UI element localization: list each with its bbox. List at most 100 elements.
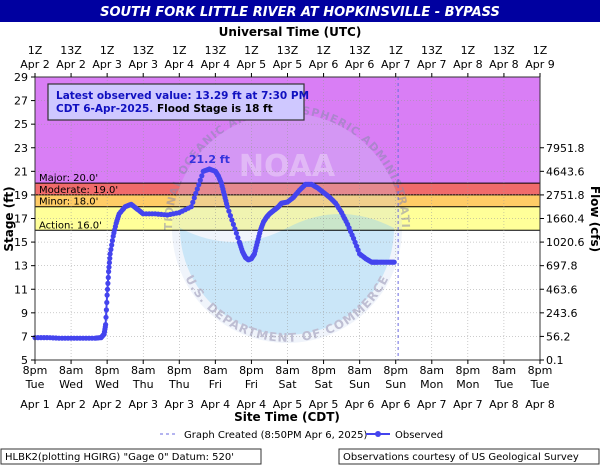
utc-tick-hour: 13Z [132, 44, 154, 57]
utc-tick-date: Apr 7 [381, 58, 411, 71]
local-tick-date: Apr 4 [237, 398, 267, 411]
local-tick-time: 8am [203, 364, 227, 377]
local-tick-day: Sun [349, 378, 370, 391]
legend-created-label: Graph Created (8:50PM Apr 6, 2025) [184, 430, 367, 441]
utc-tick-date: Apr 2 [20, 58, 50, 71]
stage-tick-label: 19 [14, 189, 28, 202]
moderate-flood-band [35, 183, 540, 195]
observed-point [229, 217, 235, 223]
flow-tick-label: 1020.6 [546, 236, 585, 249]
stage-tick-label: 9 [21, 307, 28, 320]
local-tick-time: 8am [347, 364, 371, 377]
observed-point [107, 251, 113, 257]
observed-point [226, 208, 232, 214]
utc-tick-hour: 1Z [28, 44, 43, 57]
observed-point [351, 235, 357, 242]
flow-tick-label: 697.8 [546, 260, 578, 273]
local-tick-day: Wed [95, 378, 119, 391]
stage-tick-label: 29 [14, 71, 28, 84]
local-tick-time: 8pm [528, 364, 553, 377]
local-tick-date: Apr 6 [381, 398, 411, 411]
observed-point [191, 195, 197, 201]
local-tick-day: Tue [25, 378, 45, 391]
local-tick-day: Sun [385, 378, 406, 391]
observed-point [108, 246, 114, 253]
footer-left-box [0, 448, 262, 465]
utc-tick-hour: 1Z [244, 44, 259, 57]
bottom-axis-title: Site Time (CDT) [234, 410, 340, 424]
left-axis-title: Stage (ft) [2, 186, 16, 251]
latest-value-line2: CDT 6-Apr-2025. Flood Stage is 18 ft [56, 103, 273, 115]
latest-value-line1: Latest observed value: 13.29 ft at 7:30 … [56, 90, 309, 102]
local-tick-time: 8pm [23, 364, 48, 377]
stage-tick-label: 25 [14, 118, 28, 131]
latest-value-date: CDT 6-Apr-2025. [56, 103, 153, 115]
local-tick-date: Apr 4 [201, 398, 231, 411]
observed-point [103, 307, 109, 313]
utc-tick-date: Apr 6 [345, 58, 375, 71]
footer-right: Observations courtesy of US Geological S… [343, 452, 579, 463]
local-tick-day: Thu [132, 378, 154, 391]
utc-tick-hour: 13Z [421, 44, 443, 57]
stage-tick-label: 5 [21, 354, 28, 367]
threshold-label-moderate: Moderate: 19.0' [39, 185, 118, 196]
utc-tick-hour: 1Z [533, 44, 548, 57]
utc-tick-date: Apr 3 [128, 58, 158, 71]
stage-tick-label: 7 [21, 330, 28, 343]
local-tick-day: Fri [245, 378, 258, 391]
utc-tick-date: Apr 8 [453, 58, 483, 71]
latest-value-box: Latest observed value: 13.29 ft at 7:30 … [47, 83, 309, 121]
flow-tick-label: 56.2 [546, 330, 571, 343]
observed-point [194, 186, 200, 192]
observed-point [104, 292, 110, 298]
latest-value-box-frame [47, 83, 305, 121]
flow-tick-label: 243.6 [546, 307, 578, 320]
local-tick-time: 8pm [456, 364, 481, 377]
utc-tick-date: Apr 6 [309, 58, 339, 71]
observed-point [107, 255, 113, 261]
threshold-label-action: Action: 16.0' [39, 220, 102, 231]
local-tick-day: Tue [530, 378, 550, 391]
flow-tick-label: 7951.8 [546, 142, 585, 155]
local-tick-date: Apr 3 [165, 398, 195, 411]
observed-point [193, 190, 199, 196]
local-tick-time: 8pm [95, 364, 120, 377]
observed-point [103, 322, 109, 328]
observed-point [188, 204, 194, 210]
threshold-label-minor: Minor: 18.0' [39, 197, 98, 208]
stage-axis-ticks: 5 7 9 11 13 15 17 19 21 23 25 27 29 [14, 71, 35, 367]
local-tick-day: Mon [456, 378, 479, 391]
utc-tick-date: Apr 8 [489, 58, 519, 71]
utc-tick-date: Apr 5 [273, 58, 303, 71]
stage-tick-label: 21 [14, 165, 28, 178]
local-tick-day: Sat [315, 378, 334, 391]
local-tick-time: 8am [492, 364, 516, 377]
observed-point [227, 213, 233, 219]
local-tick-time: 8am [420, 364, 444, 377]
stage-tick-label: 11 [14, 283, 28, 296]
local-tick-day: Thu [168, 378, 190, 391]
observed-series [32, 166, 397, 341]
legend: Graph Created (8:50PM Apr 6, 2025) Obser… [160, 430, 443, 441]
local-tick-date: Apr 7 [453, 398, 483, 411]
flood-stage-note: Flood Stage is 18 ft [153, 103, 272, 115]
flow-tick-label: 0.1 [546, 354, 564, 367]
utc-tick-date: Apr 9 [525, 58, 555, 71]
observed-point [103, 314, 109, 320]
observed-point [104, 286, 111, 292]
observed-point [106, 260, 112, 266]
local-tick-day: Wed [59, 378, 83, 391]
local-tick-time: 8am [59, 364, 83, 377]
observed-point [355, 247, 361, 253]
utc-tick-hour: 13Z [60, 44, 82, 57]
utc-tick-date: Apr 5 [237, 58, 267, 71]
footer-left: HLBK2(plotting HGIRG) "Gage 0" Datum: 52… [5, 452, 234, 463]
local-tick-day: Fri [209, 378, 222, 391]
threshold-label-major: Major: 20.0' [39, 173, 98, 184]
local-tick-time: 8am [275, 364, 299, 377]
local-tick-date: Apr 3 [128, 398, 158, 411]
utc-tick-hour: 1Z [100, 44, 115, 57]
